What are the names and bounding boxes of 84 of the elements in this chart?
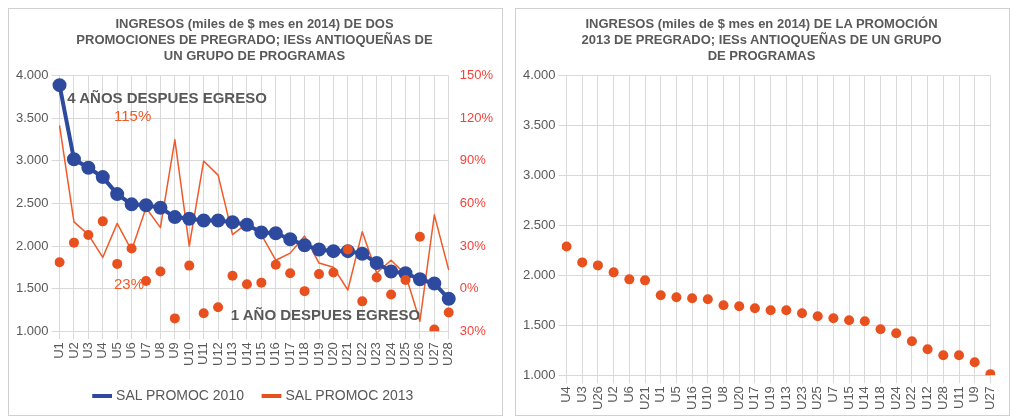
x-tick-label: U8 [152,342,168,359]
x-tick-label: U24 [382,342,398,367]
x-tick-label: U27 [425,342,441,367]
x-tick-label: U20 [325,342,340,367]
x-tick-label: U21 [636,386,652,411]
y2-tick-label: 90% [459,152,487,168]
y-tick-label: 2.000 [15,237,49,253]
y2-tick-label: 30% [459,322,487,338]
x-tick-label: U16 [267,342,283,367]
x-tick-label: U6 [620,386,636,403]
x-tick-label: U10 [699,386,715,411]
x-tick-label: U5 [108,342,124,359]
y-tick-label: 2.000 [522,266,556,282]
legend-label: SAL PROMOC 2013 [285,386,414,403]
x-tick-label: U12 [209,342,225,367]
y-tick-label: 1.000 [15,322,49,338]
x-tick-label: U21 [339,342,355,367]
y-tick-label: 2.500 [15,195,49,211]
x-tick-label: U11 [195,342,211,366]
x-tick-label: U15 [252,342,268,367]
legend-label: SAL PROMOC 2010 [116,386,245,403]
x-tick-label: U25 [809,386,825,411]
x-tick-label: U22 [353,342,369,367]
x-tick-label: U5 [668,386,683,403]
x-tick-label: U26 [589,386,605,411]
x-tick-label: U4 [558,386,574,403]
y2-tick-label: 0% [459,280,479,296]
x-tick-label: U15 [840,386,856,411]
x-tick-label: U7 [824,386,840,403]
x-tick-label: U13 [777,386,793,411]
x-tick-label: U23 [793,386,809,411]
y2-tick-label: 60% [459,195,487,211]
x-tick-label: U23 [368,342,384,367]
y-tick-label: 4.000 [522,67,556,83]
y-tick-label: 4.000 [15,67,49,83]
x-tick-label: U18 [296,342,312,367]
x-tick-label: U19 [762,386,778,411]
y-tick-label: 1.500 [15,280,49,296]
chart-title: INGRESOS (miles de $ mes en 2014) DE LA PROMOCIÓN 2013 DE PREGRADO; IESs ANTIOQUEÑAS DE UN GRUPO DE PROGRAMAS [581,16,942,63]
x-tick-label: U17 [746,386,762,411]
x-tick-label: U25 [397,342,413,367]
annotation: 23% [114,275,145,293]
y-tick-label: 3.000 [522,167,556,183]
y-tick-label: 3.500 [522,117,556,133]
annotation: 115% [114,106,152,124]
x-tick-label: U9 [166,342,182,359]
x-tick-label: U26 [411,342,427,367]
x-tick-label: U27 [981,386,997,411]
x-tick-label: U11 [950,386,966,410]
x-tick-label: U22 [903,386,919,411]
x-tick-label: U19 [310,342,326,367]
x-tick-label: U17 [281,342,297,367]
x-tick-label: U10 [180,342,196,367]
y-tick-label: 2.500 [522,217,556,233]
x-tick-label: U14 [238,342,254,367]
x-tick-label: U2 [65,342,81,359]
x-tick-label: U2 [605,386,621,403]
x-tick-label: U9 [966,386,982,403]
x-tick-label: U16 [683,386,699,411]
x-tick-label: U12 [919,386,935,411]
x-tick-label: U4 [94,342,110,359]
x-tick-label: U8 [715,386,731,403]
annotation: 4 AÑOS DESPUES EGRESO [67,88,268,106]
y2-tick-label: 30% [459,237,487,253]
x-tick-label: U3 [573,386,589,403]
x-tick-label: U18 [872,386,888,411]
x-tick-label: U28 [934,386,950,411]
x-tick-label: U14 [856,386,872,411]
x-tick-label: U13 [224,342,240,367]
chart-title: INGRESOS (miles de $ mes en 2014) DE DOS PROMOCIONES DE PREGRADO; IESs ANTIOQUEÑAS DE UN GRUPO DE PROGRAMAS [76,16,433,63]
y-tick-label: 3.000 [15,152,49,168]
y-tick-label: 3.500 [15,109,49,125]
y-tick-label: 1.500 [522,316,556,332]
x-tick-label: U24 [887,386,903,411]
y2-tick-label: 150% [459,67,494,83]
x-tick-label: U20 [730,386,746,411]
y2-tick-label: 120% [459,109,494,125]
x-tick-label: U6 [123,342,139,359]
x-tick-label: U1 [652,386,668,403]
x-tick-label: U3 [79,342,95,359]
y-tick-label: 1.000 [522,366,556,382]
x-tick-label: U7 [137,342,153,359]
x-tick-label: U1 [51,342,67,359]
x-tick-label: U28 [440,342,456,367]
